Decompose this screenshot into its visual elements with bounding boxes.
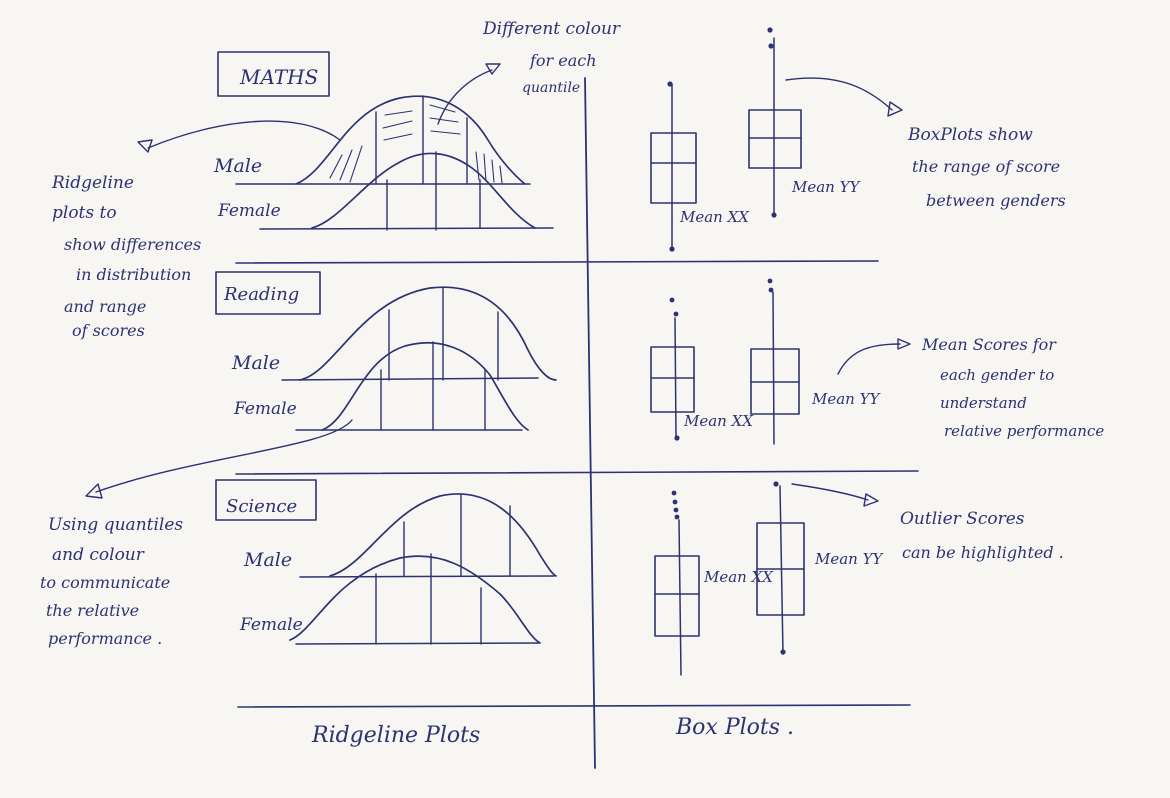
outlier-note-line-2: can be highlighted . bbox=[902, 543, 1064, 562]
science-female-baseline bbox=[295, 642, 540, 645]
ridgeline-note-line-4: in distribution bbox=[76, 265, 191, 284]
science-female-mean-label: Mean YY bbox=[814, 550, 885, 568]
science-male-boxplot bbox=[654, 490, 700, 676]
center-divider bbox=[584, 77, 596, 769]
maths-female-boxplot bbox=[748, 27, 802, 218]
bottom-axis-line bbox=[237, 704, 911, 708]
boxplot-note-arrowhead bbox=[887, 101, 903, 117]
science-row: Science Male Female Mean XX bbox=[215, 479, 885, 676]
reading-female-boxplot bbox=[750, 278, 800, 445]
row-divider-2 bbox=[235, 470, 919, 475]
mean-note-arrowhead bbox=[897, 338, 911, 350]
mean-note-line-4: relative performance bbox=[944, 422, 1104, 440]
science-male-baseline bbox=[299, 575, 555, 578]
maths-female-mean-label: Mean YY bbox=[791, 178, 862, 196]
maths-row: MATHS Male Female bbox=[213, 27, 862, 252]
reading-label-box bbox=[215, 271, 321, 315]
maths-male-mean-label: Mean XX bbox=[679, 208, 750, 226]
quantile-note-arrowhead bbox=[85, 483, 103, 499]
outlier-note-arrowhead bbox=[863, 493, 879, 507]
boxplot-note: BoxPlots show the range of score between… bbox=[785, 77, 1066, 210]
boxplot-note-line-1: BoxPlots show bbox=[907, 125, 1033, 145]
reading-male-label: Male bbox=[231, 352, 280, 374]
grid-lines bbox=[235, 77, 919, 769]
colour-note-line-2: for each bbox=[529, 51, 597, 70]
science-female-label: Female bbox=[239, 615, 303, 635]
colour-note-arrow bbox=[437, 69, 493, 125]
maths-label-box bbox=[217, 51, 330, 97]
quantile-note-line-1: Using quantiles bbox=[48, 515, 183, 535]
ridgeline-note-line-2: plots to bbox=[52, 203, 117, 223]
reading-female-label: Female bbox=[233, 399, 297, 419]
science-female-boxplot bbox=[756, 481, 805, 655]
maths-male-boxplot bbox=[650, 81, 697, 252]
boxplot-column-label: Box Plots . bbox=[675, 715, 794, 740]
ridgeline-note-arrow bbox=[147, 120, 341, 149]
mean-note: Mean Scores for each gender to understan… bbox=[837, 335, 1104, 440]
science-male-mean-label: Mean XX bbox=[703, 568, 774, 586]
maths-female-label: Female bbox=[217, 201, 281, 221]
mean-note-line-2: each gender to bbox=[940, 366, 1054, 384]
ridgeline-column-label: Ridgeline Plots bbox=[311, 723, 480, 748]
colour-note: Different colour for each quantile bbox=[437, 19, 621, 125]
outlier-note: Outlier Scores can be highlighted . bbox=[791, 483, 1064, 562]
reading-male-baseline bbox=[281, 377, 539, 381]
ridgeline-note-arrowhead bbox=[137, 139, 153, 153]
boxplot-note-arrow bbox=[785, 77, 893, 111]
science-label: Science bbox=[226, 496, 297, 517]
science-label-box bbox=[215, 479, 317, 521]
quantile-note: Using quantiles and colour to communicat… bbox=[40, 419, 353, 648]
boxplot-note-line-2: the range of score bbox=[912, 157, 1060, 176]
mean-note-line-1: Mean Scores for bbox=[921, 335, 1057, 354]
colour-note-line-1: Different colour bbox=[482, 19, 621, 39]
quantile-note-arrow bbox=[95, 419, 353, 493]
mean-note-arrow bbox=[837, 343, 901, 375]
science-female-ridge bbox=[289, 555, 541, 644]
science-male-ridge bbox=[329, 493, 557, 577]
colour-note-line-3: quantile bbox=[522, 80, 580, 96]
maths-male-ridge bbox=[295, 95, 526, 185]
outlier-note-line-1: Outlier Scores bbox=[900, 509, 1025, 529]
reading-female-ridge bbox=[321, 341, 529, 431]
colour-note-arrowhead bbox=[485, 63, 501, 75]
reading-female-mean-label: Mean YY bbox=[811, 390, 882, 408]
maths-female-baseline bbox=[259, 227, 554, 230]
quantile-note-line-3: to communicate bbox=[40, 573, 170, 592]
reading-row: Reading Male Female Mean XX Mean bbox=[215, 271, 882, 445]
mean-note-line-3: understand bbox=[940, 394, 1027, 412]
outlier-note-arrow bbox=[791, 483, 869, 501]
reading-male-ridge bbox=[299, 286, 557, 381]
ridgeline-note: Ridgeline plots to show differences in d… bbox=[51, 120, 341, 340]
maths-male-label: Male bbox=[213, 155, 262, 177]
boxplot-note-line-3: between genders bbox=[926, 191, 1066, 210]
row-divider-1 bbox=[235, 260, 879, 264]
ridgeline-note-line-6: of scores bbox=[72, 321, 145, 340]
ridgeline-note-line-3: show differences bbox=[64, 235, 201, 254]
maths-label: MATHS bbox=[239, 65, 318, 89]
quantile-note-line-5: performance . bbox=[48, 629, 162, 648]
reading-male-mean-label: Mean XX bbox=[683, 412, 754, 430]
maths-male-hatching bbox=[329, 104, 503, 184]
quantile-note-line-2: and colour bbox=[52, 545, 145, 565]
ridgeline-note-line-5: and range bbox=[64, 297, 146, 316]
science-male-label: Male bbox=[243, 549, 292, 571]
ridgeline-note-line-1: Ridgeline bbox=[51, 173, 134, 193]
quantile-note-line-4: the relative bbox=[46, 601, 139, 620]
reading-label: Reading bbox=[223, 284, 299, 305]
reading-male-boxplot bbox=[650, 297, 695, 441]
maths-female-ridge bbox=[311, 152, 536, 229]
